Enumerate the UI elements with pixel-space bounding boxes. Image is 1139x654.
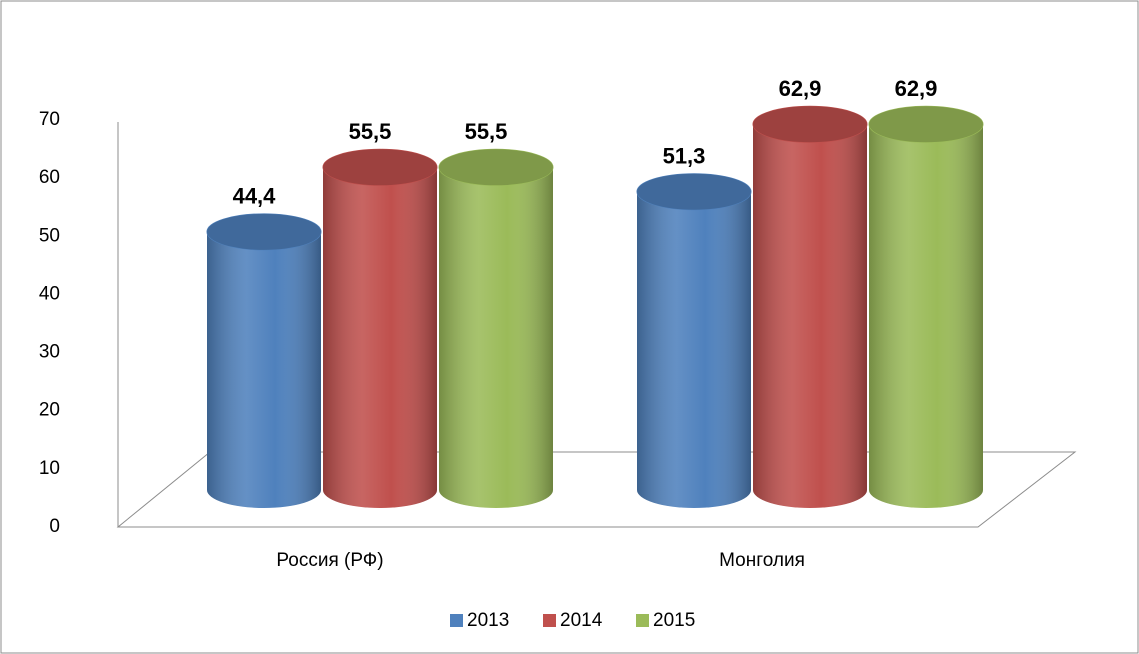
- y-tick-label: 60: [39, 167, 60, 188]
- legend-swatch: [450, 614, 463, 627]
- value-label: 44,4: [233, 184, 277, 209]
- cylinder-top-shade: [637, 173, 751, 210]
- value-label: 55,5: [465, 119, 508, 144]
- value-label: 55,5: [349, 119, 392, 144]
- value-label: 62,9: [779, 76, 822, 101]
- cylinder-shade: [869, 124, 983, 508]
- y-tick-label: 10: [39, 458, 60, 479]
- x-tick-label: Монголия: [719, 550, 805, 571]
- cylinder-top-shade: [439, 149, 553, 186]
- y-tick-label: 50: [39, 225, 60, 246]
- floor: [116, 451, 1077, 528]
- cylinder-top: [868, 105, 984, 143]
- cylinder-top-shade: [207, 213, 321, 250]
- cylinder-shade: [207, 231, 321, 509]
- value-label: 51,3: [663, 144, 706, 169]
- cylinder-shade: [637, 191, 751, 508]
- cylinder-shade: [323, 167, 437, 509]
- x-tick-label: Россия (РФ): [276, 550, 383, 571]
- cylinder-top-shade: [753, 106, 867, 143]
- cylinder-top: [438, 148, 554, 186]
- y-tick-label: 20: [39, 400, 60, 421]
- cylinder-top: [636, 173, 752, 211]
- cylinder-shade: [439, 167, 553, 509]
- y-tick-label: 30: [39, 342, 60, 363]
- legend-label: 2015: [653, 610, 695, 631]
- cylinder-top: [322, 148, 438, 186]
- y-tick-label: 40: [39, 283, 60, 304]
- cylinder-top: [206, 213, 322, 251]
- y-tick-label: 0: [49, 516, 60, 537]
- legend-swatch: [543, 614, 556, 627]
- cylinder-top: [752, 105, 868, 143]
- cylinder-top-shade: [869, 106, 983, 143]
- legend-label: 2014: [560, 610, 603, 631]
- cylinder-shade: [753, 124, 867, 508]
- cylinder-top-shade: [323, 149, 437, 186]
- y-tick-label: 70: [39, 109, 60, 130]
- legend-label: 2013: [467, 610, 509, 631]
- value-label: 62,9: [895, 76, 938, 101]
- legend-swatch: [636, 614, 649, 627]
